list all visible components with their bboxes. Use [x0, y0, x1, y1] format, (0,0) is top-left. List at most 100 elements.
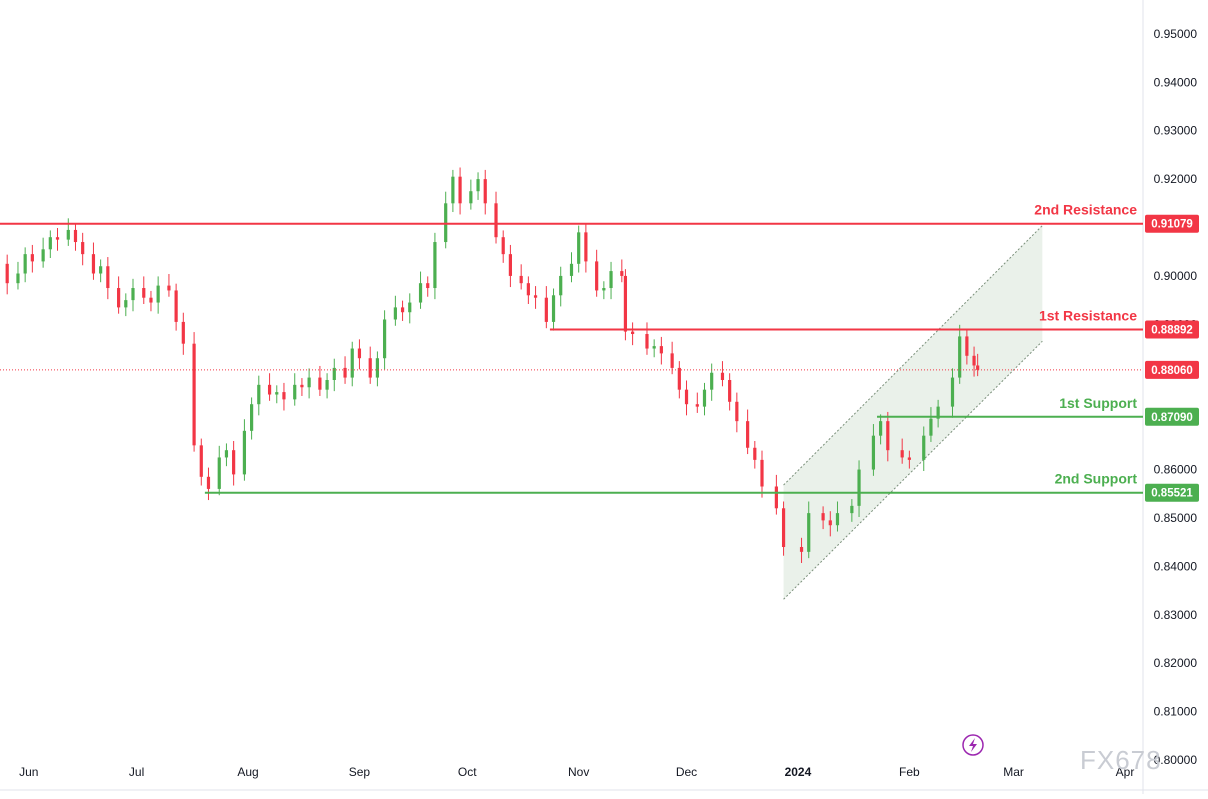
candle	[142, 276, 146, 304]
candle-body	[828, 520, 832, 526]
price-badge[interactable]	[1145, 360, 1199, 379]
x-tick-label: Aug	[237, 765, 258, 779]
candle-body	[519, 275, 523, 284]
candle-body	[623, 275, 628, 332]
candle-body	[199, 445, 203, 477]
candle	[519, 264, 523, 290]
candle	[181, 312, 185, 355]
candle	[602, 281, 606, 300]
candle	[976, 353, 980, 377]
candle	[950, 368, 955, 418]
candle-body	[418, 283, 423, 303]
candle-body	[684, 389, 689, 405]
candle	[670, 341, 674, 375]
candle	[433, 232, 437, 300]
price-badge[interactable]	[1145, 320, 1199, 339]
y-tick-label: 0.94000	[1154, 75, 1198, 89]
candle-body	[257, 384, 261, 405]
candle	[609, 261, 613, 300]
candle-body	[293, 384, 297, 400]
candle	[451, 169, 455, 213]
candle-body	[886, 421, 890, 451]
x-tick-label: Jul	[129, 765, 144, 779]
y-tick-label: 0.80000	[1154, 753, 1198, 767]
y-tick-label: 0.83000	[1154, 608, 1198, 622]
candle-body	[16, 273, 20, 284]
candle-body	[746, 421, 750, 448]
candle-body	[753, 447, 757, 460]
lightning-bolt-icon[interactable]	[962, 734, 984, 756]
candle	[544, 286, 548, 329]
candle-body	[584, 232, 588, 262]
candle	[645, 322, 649, 355]
time-axis[interactable]: Jun Jul Aug Sep Oct Nov Dec 2024 Feb Mar Apr	[19, 765, 1134, 779]
candle	[781, 501, 786, 556]
candle	[41, 237, 45, 268]
candle-body	[645, 334, 649, 349]
candle	[850, 499, 854, 522]
trend-channel[interactable]	[783, 225, 1043, 600]
candle-body	[976, 365, 980, 370]
candle-body	[476, 179, 480, 192]
candle	[206, 467, 211, 501]
channel-lower-line[interactable]	[783, 340, 1043, 600]
watermark: FX678	[1080, 745, 1162, 775]
price-levels[interactable]: 2nd Resistance 1st Resistance 1st Support 2…	[0, 202, 1143, 494]
candle	[871, 424, 876, 476]
candle-body	[702, 389, 707, 407]
candle-body	[501, 237, 505, 255]
candle	[907, 450, 911, 469]
y-tick-label: 0.92000	[1154, 172, 1198, 186]
candle	[91, 242, 96, 280]
candle-body	[559, 275, 563, 296]
candle	[382, 310, 387, 370]
price-badge-text: 0.88060	[1151, 365, 1193, 377]
price-badge[interactable]	[1145, 407, 1199, 426]
candle-body	[483, 179, 487, 204]
candle-body	[551, 295, 556, 322]
candle-body	[332, 367, 336, 380]
candle	[30, 244, 34, 273]
candle-body	[670, 353, 674, 368]
channel-upper-line[interactable]	[783, 225, 1043, 486]
price-badge[interactable]	[1145, 214, 1199, 233]
candle	[257, 375, 261, 416]
candle	[192, 332, 196, 452]
price-badge[interactable]	[1145, 483, 1199, 502]
candle	[350, 341, 354, 387]
candle	[250, 397, 254, 440]
y-tick-label: 0.95000	[1154, 27, 1198, 41]
candle	[325, 373, 329, 399]
candle	[702, 382, 707, 416]
candle	[753, 440, 757, 469]
candle	[526, 276, 530, 304]
y-tick-label: 0.84000	[1154, 559, 1198, 573]
y-tick-label: 0.93000	[1154, 124, 1198, 138]
candle	[5, 254, 9, 295]
candle-body	[375, 358, 380, 378]
candle-body	[850, 505, 854, 514]
candle	[501, 230, 505, 263]
candle	[81, 232, 85, 266]
candle-body	[325, 380, 329, 390]
lightning-bolt-icon-ring[interactable]	[962, 734, 984, 756]
candle	[368, 346, 372, 384]
candle-body	[282, 392, 286, 400]
candle-body	[124, 300, 128, 308]
candle-body	[451, 176, 455, 204]
price-axis[interactable]: 0.950000.940000.930000.920000.910000.900…	[1145, 27, 1199, 767]
candle	[659, 336, 663, 365]
candle-body	[728, 380, 732, 402]
candle-body	[433, 242, 437, 289]
candle	[232, 440, 236, 486]
candle-body	[444, 203, 448, 243]
candle	[652, 339, 656, 358]
candle-body	[577, 232, 581, 264]
candle	[332, 358, 336, 392]
candle-body	[181, 321, 185, 344]
candle	[746, 409, 750, 455]
candle	[199, 438, 203, 486]
